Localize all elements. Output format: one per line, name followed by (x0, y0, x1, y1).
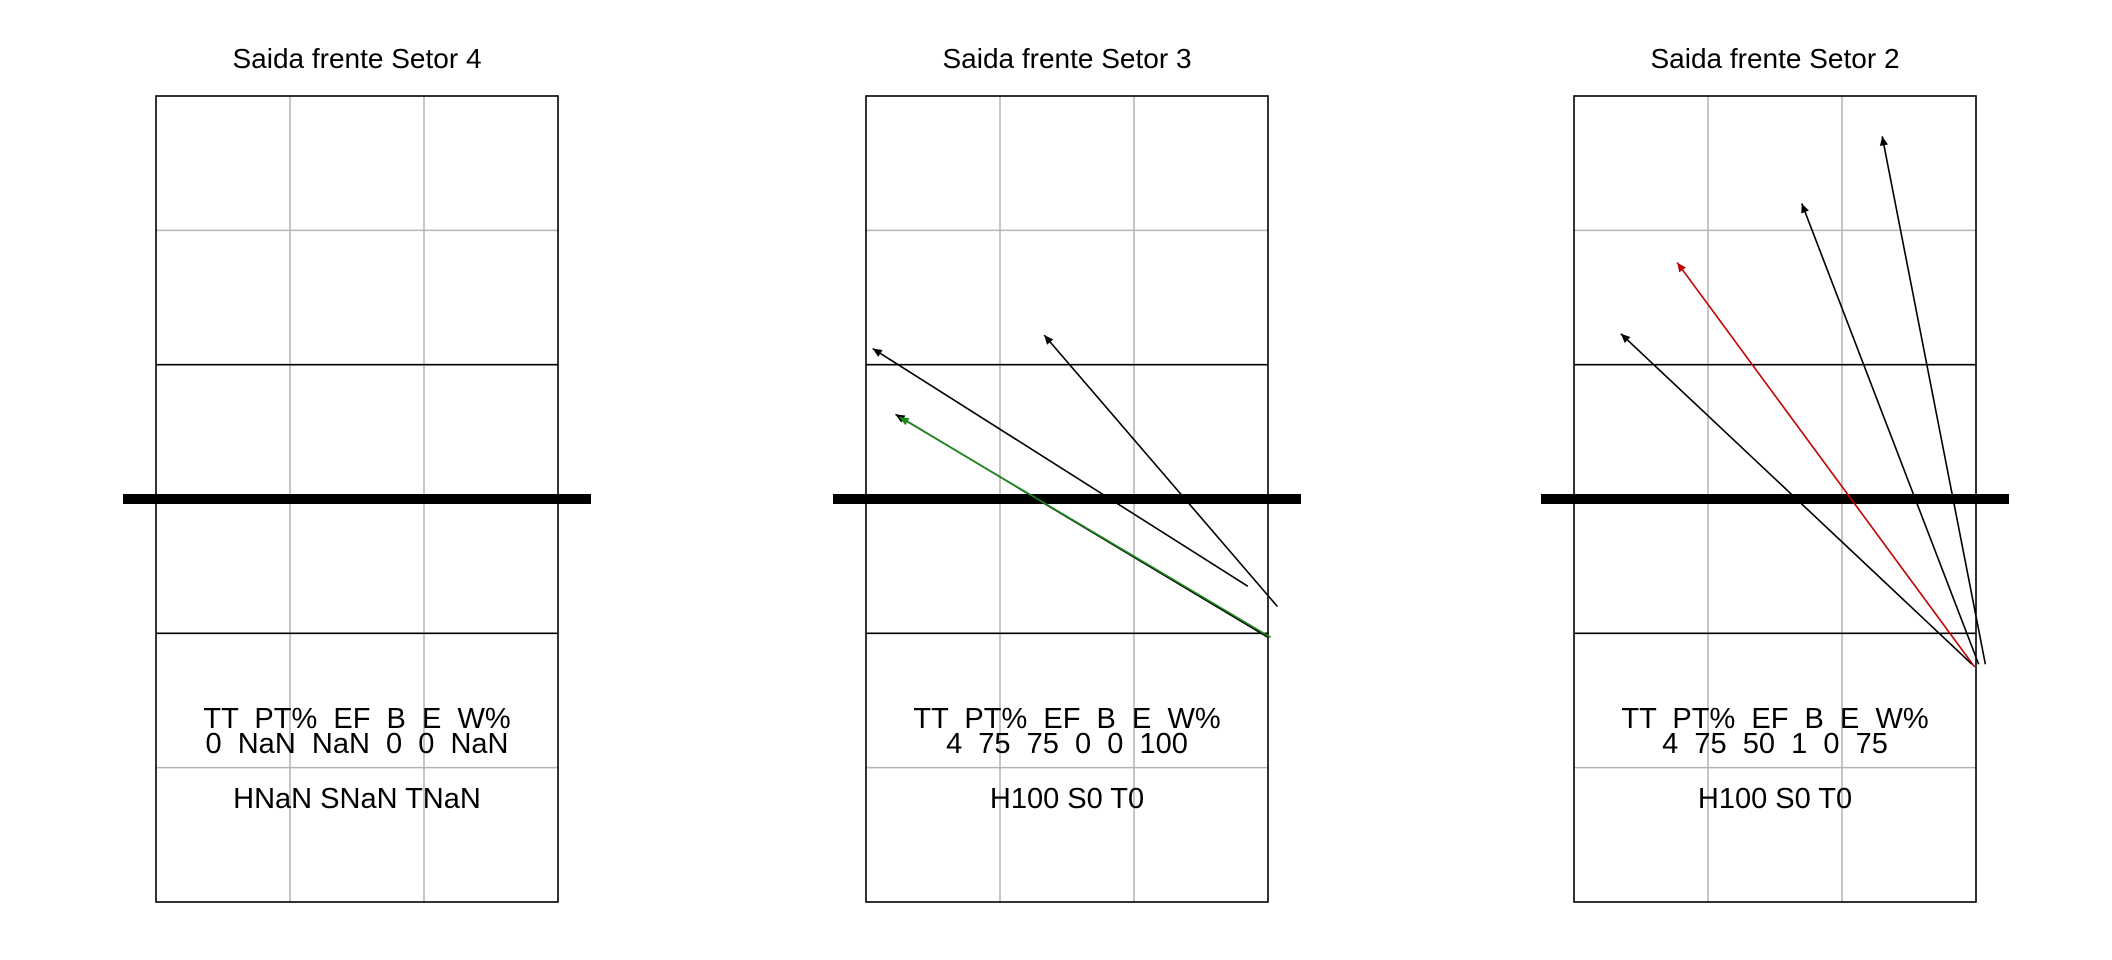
arrow-shaft (1801, 203, 1980, 665)
summary-text: H100 S0 T0 (1698, 783, 1852, 815)
arrow-shaft (1043, 334, 1278, 607)
summary-text: HNaN SNaN TNaN (233, 783, 481, 815)
arrow-head (899, 417, 910, 426)
arrow-head (1677, 262, 1686, 273)
stats-values: 4 75 50 1 0 75 (1662, 728, 1888, 760)
arrow-head (1044, 335, 1054, 345)
arrow-shaft (1620, 333, 1973, 665)
arrow-head (1801, 203, 1809, 214)
stats-values: 0 NaN NaN 0 0 NaN (206, 728, 509, 760)
panel-title: Saida frente Setor 4 (232, 43, 481, 74)
arrow-shaft (872, 347, 1249, 587)
stats-values: 4 75 75 0 0 100 (946, 728, 1188, 760)
arrow-head (1620, 333, 1631, 343)
summary-text: H100 S0 T0 (990, 783, 1144, 815)
stats-header: TT PT% EF B E W% (203, 703, 510, 735)
stats-header: TT PT% EF B E W% (913, 703, 1220, 735)
panel-title: Saida frente Setor 2 (1650, 43, 1899, 74)
arrow-shaft (899, 416, 1272, 639)
arrow-shaft (1881, 136, 1987, 665)
arrow-head (872, 348, 883, 357)
arrow-shaft (1676, 262, 1976, 668)
arrow-head (1879, 136, 1888, 147)
stats-header: TT PT% EF B E W% (1621, 703, 1928, 735)
panel-title: Saida frente Setor 3 (942, 43, 1191, 74)
